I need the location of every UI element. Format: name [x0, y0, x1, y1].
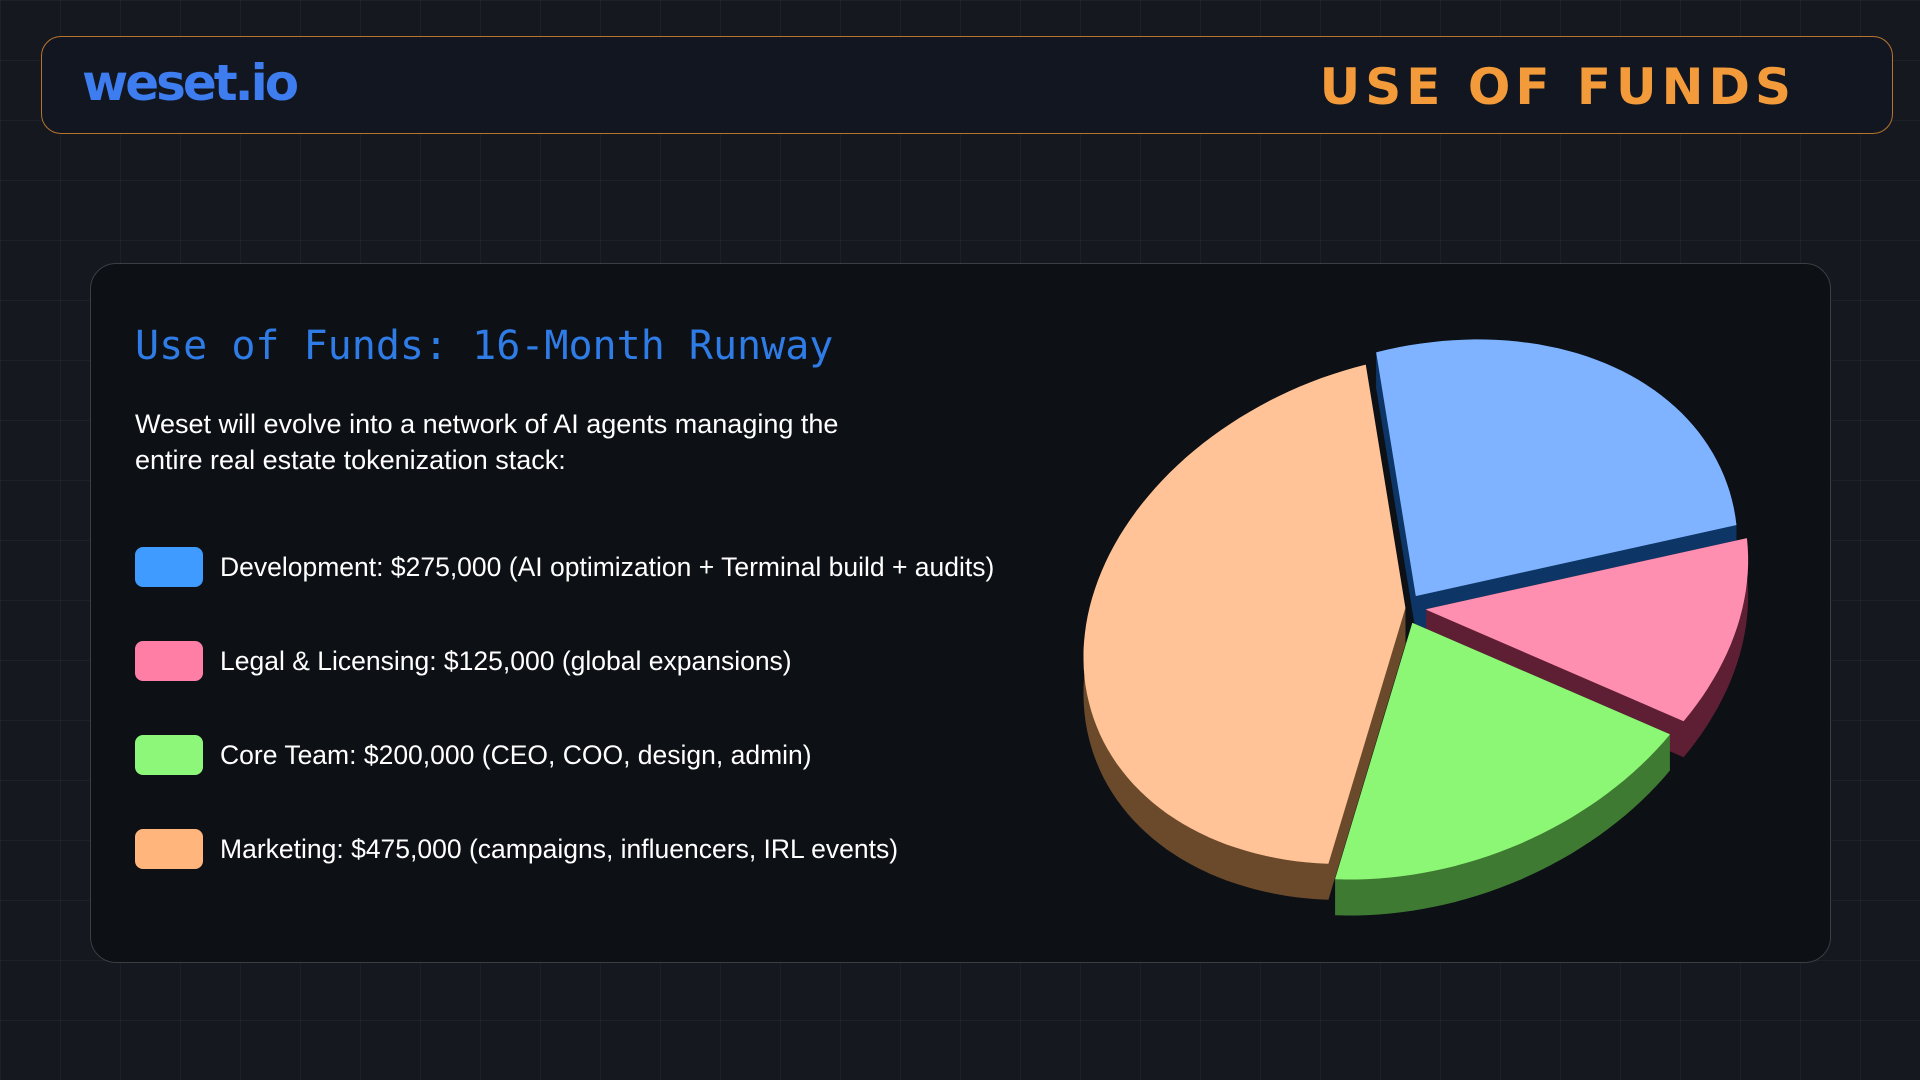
legend-label-development: Development: $275,000 (AI optimization +… — [220, 552, 995, 582]
legend-label-marketing: Marketing: $475,000 (campaigns, influenc… — [220, 834, 899, 864]
legend-swatch-marketing — [135, 829, 203, 869]
legend-swatch-core-team — [135, 735, 203, 775]
pie-slice-core-team — [1335, 623, 1670, 880]
legend-swatch-development — [135, 547, 203, 587]
legend-swatch-legal — [135, 641, 203, 681]
legend-label-legal: Legal & Licensing: $125,000 (global expa… — [220, 646, 792, 676]
weset-logo[interactable]: weset.io — [82, 54, 299, 112]
card-description: Weset will evolve into a network of AI a… — [135, 409, 839, 475]
pie-slice-development — [1376, 339, 1737, 596]
pie-slice-legal — [1426, 538, 1749, 722]
pie-slice-marketing — [1083, 364, 1406, 864]
header-bar: weset.io USE OF FUNDS — [41, 36, 1893, 134]
page-title: USE OF FUNDS — [1319, 58, 1796, 116]
legend-label-core-team: Core Team: $200,000 (CEO, COO, design, a… — [220, 740, 812, 770]
card-title: Use of Funds: 16-Month Runway — [135, 323, 834, 369]
